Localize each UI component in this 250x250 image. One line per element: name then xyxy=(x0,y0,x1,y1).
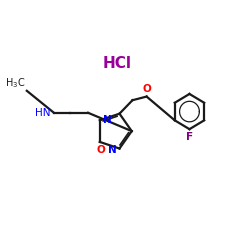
Text: HN: HN xyxy=(35,108,50,118)
Text: HCl: HCl xyxy=(103,56,132,72)
Text: O: O xyxy=(142,84,151,94)
Text: N: N xyxy=(108,145,117,155)
Text: H$_3$C: H$_3$C xyxy=(5,76,26,90)
Text: O: O xyxy=(96,145,105,155)
Text: F: F xyxy=(186,132,193,141)
Text: N: N xyxy=(102,115,111,125)
